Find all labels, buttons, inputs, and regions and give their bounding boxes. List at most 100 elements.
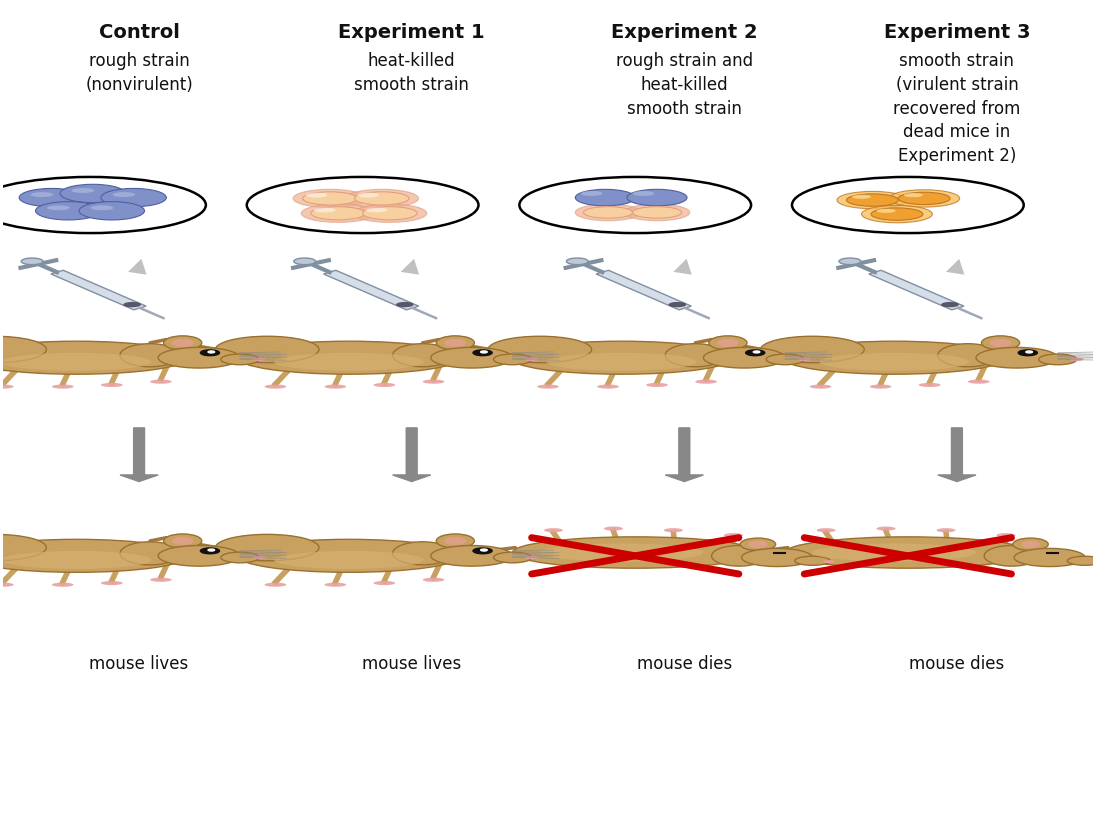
Ellipse shape	[71, 188, 94, 193]
Ellipse shape	[695, 380, 717, 384]
Ellipse shape	[632, 207, 682, 219]
Ellipse shape	[163, 336, 202, 350]
Ellipse shape	[870, 385, 891, 389]
Ellipse shape	[158, 545, 240, 566]
Ellipse shape	[306, 193, 328, 198]
Ellipse shape	[216, 534, 319, 561]
Ellipse shape	[311, 207, 365, 220]
Ellipse shape	[221, 354, 259, 365]
Ellipse shape	[302, 192, 357, 205]
Ellipse shape	[353, 204, 426, 223]
Ellipse shape	[431, 347, 513, 368]
Ellipse shape	[798, 357, 811, 361]
Ellipse shape	[709, 336, 747, 350]
Ellipse shape	[1, 551, 151, 569]
Ellipse shape	[150, 380, 172, 384]
Circle shape	[1018, 350, 1037, 356]
Ellipse shape	[436, 534, 475, 548]
Ellipse shape	[540, 543, 704, 562]
Text: mouse dies: mouse dies	[637, 655, 732, 673]
Ellipse shape	[247, 177, 479, 233]
Ellipse shape	[1039, 354, 1077, 365]
Ellipse shape	[101, 383, 123, 387]
Ellipse shape	[547, 353, 697, 371]
Ellipse shape	[604, 527, 623, 531]
Ellipse shape	[493, 552, 532, 563]
Circle shape	[481, 549, 488, 551]
Text: rough strain
(nonvirulent): rough strain (nonvirulent)	[85, 52, 193, 94]
Circle shape	[745, 350, 765, 356]
Ellipse shape	[581, 191, 603, 196]
Ellipse shape	[918, 383, 940, 387]
Ellipse shape	[345, 189, 419, 208]
Text: Experiment 2: Experiment 2	[610, 23, 757, 42]
Ellipse shape	[52, 385, 73, 389]
Ellipse shape	[846, 194, 899, 206]
Ellipse shape	[237, 342, 460, 374]
Ellipse shape	[216, 337, 319, 362]
Text: heat-killed
smooth strain: heat-killed smooth strain	[354, 52, 469, 94]
Ellipse shape	[101, 189, 167, 207]
Ellipse shape	[583, 207, 632, 219]
Ellipse shape	[665, 344, 726, 366]
Ellipse shape	[363, 207, 418, 220]
Circle shape	[481, 351, 488, 353]
Text: Experiment 1: Experiment 1	[339, 23, 486, 42]
Circle shape	[567, 258, 589, 264]
Ellipse shape	[899, 192, 950, 204]
Ellipse shape	[0, 337, 46, 362]
Ellipse shape	[293, 189, 367, 208]
Ellipse shape	[52, 583, 73, 587]
Ellipse shape	[852, 194, 871, 199]
Ellipse shape	[1013, 538, 1048, 550]
Polygon shape	[323, 270, 419, 310]
Ellipse shape	[274, 353, 424, 371]
Ellipse shape	[627, 189, 687, 206]
Ellipse shape	[0, 534, 46, 561]
Ellipse shape	[510, 342, 733, 374]
Ellipse shape	[837, 191, 907, 209]
Text: Control: Control	[99, 23, 180, 42]
Ellipse shape	[392, 344, 453, 366]
Ellipse shape	[664, 529, 683, 533]
Ellipse shape	[101, 581, 123, 585]
Ellipse shape	[981, 336, 1019, 350]
Ellipse shape	[313, 208, 335, 213]
Ellipse shape	[1068, 556, 1096, 565]
Ellipse shape	[717, 339, 739, 347]
Ellipse shape	[444, 339, 466, 347]
Ellipse shape	[783, 342, 1006, 374]
Ellipse shape	[374, 581, 396, 585]
FancyArrowPatch shape	[401, 223, 449, 275]
Ellipse shape	[513, 537, 758, 568]
Ellipse shape	[423, 380, 444, 384]
Ellipse shape	[766, 354, 804, 365]
Ellipse shape	[904, 193, 923, 197]
Ellipse shape	[252, 357, 266, 361]
Ellipse shape	[221, 552, 259, 563]
Ellipse shape	[113, 192, 135, 197]
Ellipse shape	[172, 537, 194, 545]
Ellipse shape	[264, 583, 286, 587]
Ellipse shape	[301, 204, 375, 223]
Ellipse shape	[812, 543, 977, 562]
FancyArrowPatch shape	[128, 223, 176, 275]
Ellipse shape	[396, 302, 413, 307]
Ellipse shape	[392, 542, 453, 565]
Circle shape	[201, 350, 219, 356]
Circle shape	[208, 549, 215, 551]
Ellipse shape	[740, 538, 776, 550]
Ellipse shape	[575, 189, 636, 206]
Circle shape	[294, 258, 316, 264]
Ellipse shape	[977, 347, 1058, 368]
Ellipse shape	[150, 578, 172, 582]
Ellipse shape	[79, 202, 145, 220]
Ellipse shape	[861, 205, 933, 223]
Ellipse shape	[823, 560, 834, 563]
Ellipse shape	[723, 534, 743, 538]
FancyArrowPatch shape	[673, 223, 721, 275]
Polygon shape	[50, 270, 146, 310]
Ellipse shape	[365, 208, 387, 213]
Circle shape	[201, 548, 219, 553]
Ellipse shape	[431, 545, 513, 566]
